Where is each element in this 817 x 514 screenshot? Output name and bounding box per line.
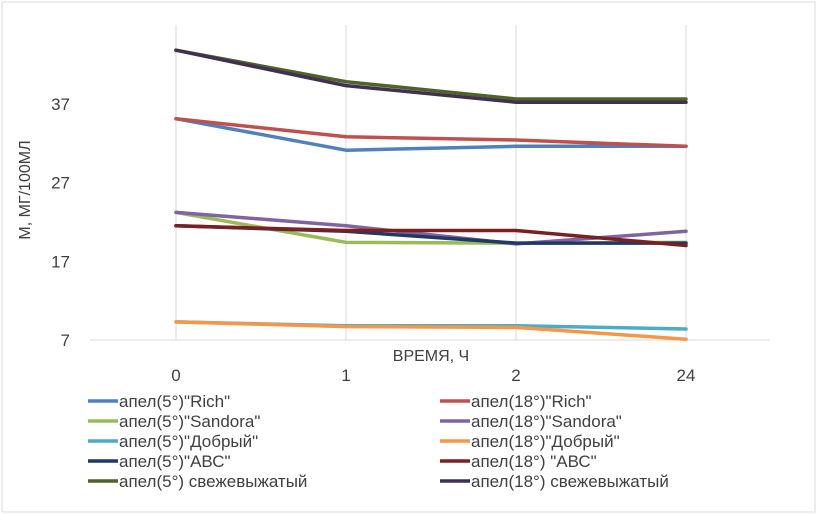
x-tick-label: 2 [511, 366, 520, 385]
legend-label: апел(18°) свежевыжатый [471, 472, 669, 491]
x-axis-title: ВРЕМЯ, Ч [393, 348, 469, 365]
series-line-0 [174, 116, 688, 152]
legend: апел(5°)"Rich" апел(18°)"Rich" апел(5°)"Sa… [88, 392, 669, 491]
y-tick-label: 7 [61, 331, 70, 350]
x-tick-label: 1 [341, 366, 350, 385]
series-line-1 [174, 116, 688, 149]
legend-label: апел(18°)"Sandora" [471, 412, 622, 431]
series-line-7 [174, 224, 688, 248]
legend-label: апел(18°)"Rich" [471, 392, 592, 411]
legend-label: апел(5°)"Добрый" [119, 432, 258, 451]
tick-labels: 7 17 27 37 0 1 2 24 [51, 95, 695, 385]
legend-label: апел(18°) "АВС" [471, 452, 597, 471]
series-line-8 [174, 48, 688, 101]
series-line-5 [174, 320, 688, 341]
legend-label: апел(5°)"Rich" [119, 392, 230, 411]
x-tick-label: 24 [677, 366, 696, 385]
series-lines [174, 48, 688, 341]
legend-label: апел(5°)"АВС" [119, 452, 231, 471]
legend-label: апел(5°) свежевыжатый [119, 472, 307, 491]
legend-label: апел(5°)"Sandora" [119, 412, 260, 431]
x-tick-label: 0 [171, 366, 180, 385]
series-line-9 [174, 48, 688, 104]
y-tick-label: 27 [51, 174, 70, 193]
y-tick-label: 17 [51, 252, 70, 271]
legend-label: апел(18°)"Добрый" [471, 432, 620, 451]
gridlines [90, 25, 770, 341]
y-axis-title: М, МГ/100МЛ [17, 140, 34, 239]
y-tick-label: 37 [51, 95, 70, 114]
